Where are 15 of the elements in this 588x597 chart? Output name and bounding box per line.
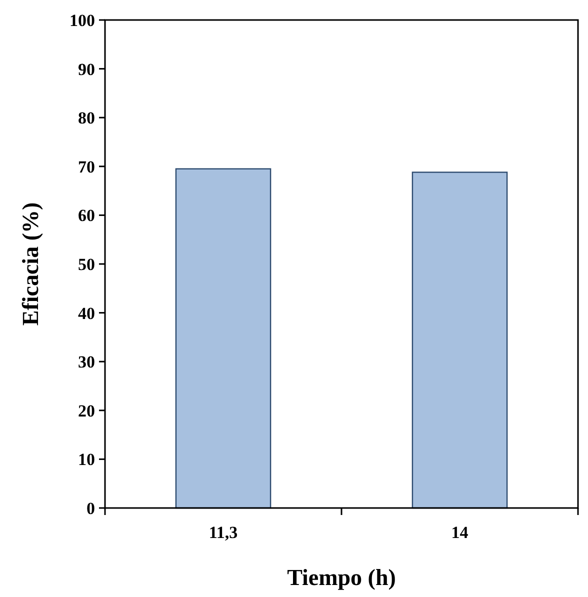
y-tick-label: 80 [78, 108, 95, 128]
y-tick-label: 0 [86, 498, 95, 518]
y-tick-label: 70 [78, 157, 95, 176]
y-tick-label: 100 [70, 10, 95, 30]
y-tick-label: 90 [78, 60, 95, 79]
x-tick-label: 14 [451, 523, 469, 542]
y-tick-label: 50 [78, 254, 95, 274]
x-tick-label: 11,3 [208, 523, 238, 542]
y-tick-label: 60 [78, 206, 95, 226]
y-tick-label: 20 [78, 401, 95, 420]
y-tick-label: 10 [78, 450, 95, 470]
y-tick-label: 30 [78, 352, 95, 372]
x-axis-title: Tiempo (h) [287, 565, 396, 590]
y-axis-title: Eficacia (%) [18, 202, 43, 326]
y-tick-label: 40 [78, 304, 95, 323]
